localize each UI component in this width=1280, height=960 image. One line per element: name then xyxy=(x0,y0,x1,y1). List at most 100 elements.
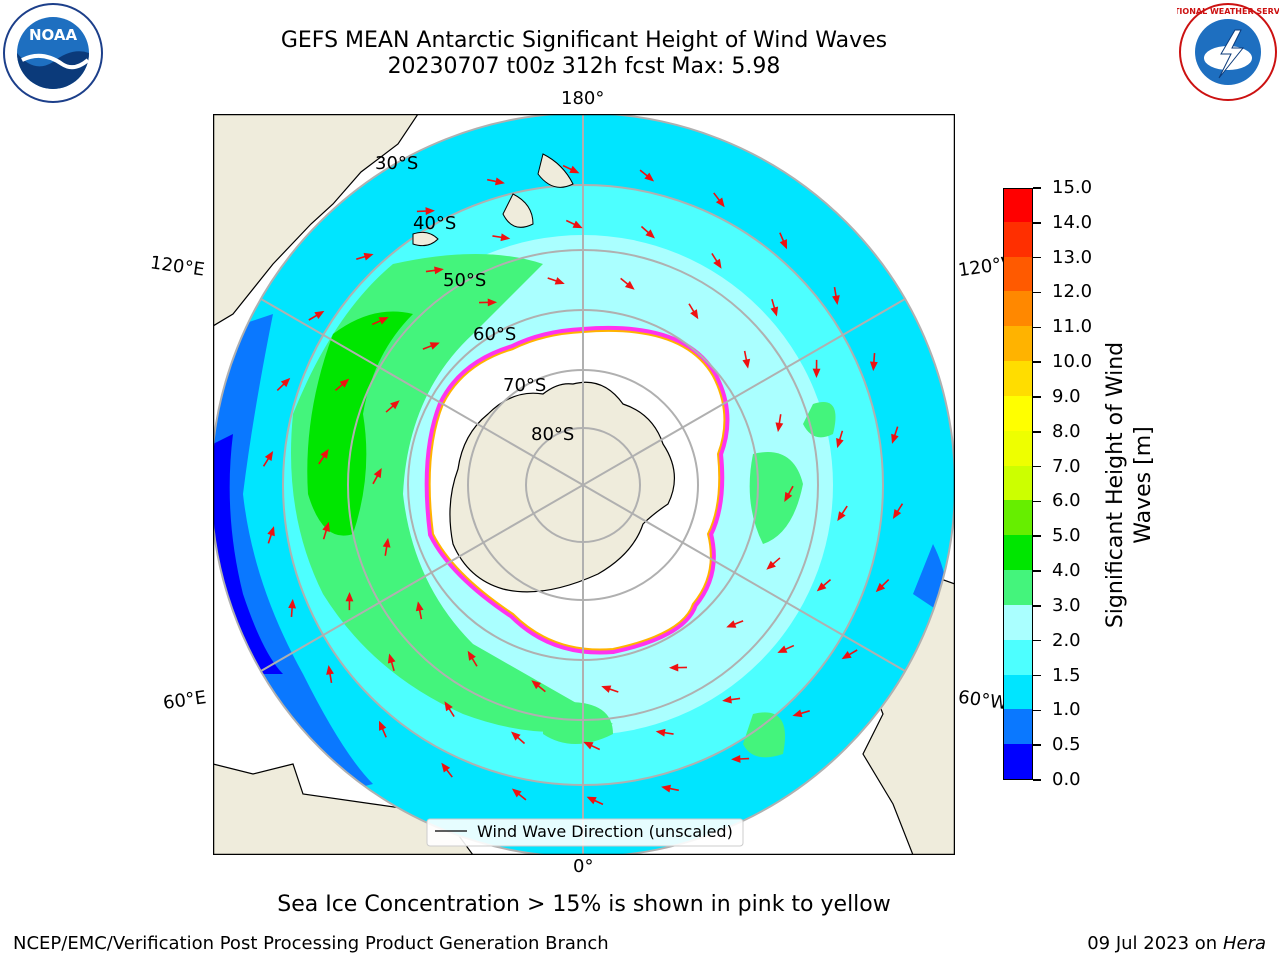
wave-arrow-head xyxy=(722,695,732,704)
colorbar-tick-mark xyxy=(1033,709,1041,712)
colorbar-segment xyxy=(1004,604,1032,640)
wave-arrow-head xyxy=(661,784,671,793)
colorbar-tick-label: 7.0 xyxy=(1052,455,1081,477)
wave-arrow-head xyxy=(322,521,330,532)
wave-arrow-head xyxy=(784,491,793,502)
wave-arrow-head xyxy=(837,511,846,522)
wave-arrow-head xyxy=(583,741,594,750)
colorbar-tick-label: 6.0 xyxy=(1052,490,1081,512)
wave-arrow-head xyxy=(444,701,453,712)
wave-arrow-head xyxy=(339,378,350,388)
chart-title: GEFS MEAN Antarctic Significant Height o… xyxy=(280,28,888,53)
colorbar-tick-label: 10.0 xyxy=(1052,351,1093,373)
wave-arrow-head xyxy=(434,266,444,275)
noaa-logo: NOAA xyxy=(2,2,104,108)
wave-arrow-head xyxy=(645,229,655,239)
colorbar-tick-mark xyxy=(1033,431,1041,433)
colorbar-tick-label: 8.0 xyxy=(1052,420,1081,442)
sea-ice-note: Sea Ice Concentration > 15% is shown in … xyxy=(277,892,891,917)
land-africa xyxy=(213,763,474,855)
wave-arrow-head xyxy=(500,233,511,242)
colorbar-tick-label: 2.0 xyxy=(1052,629,1081,651)
colorbar-title: Significant Height of Wind Waves [m] xyxy=(1103,341,1156,629)
colorbar-segment xyxy=(1004,743,1032,779)
wave-arrow-head xyxy=(586,796,597,805)
chart-subtitle: 20230707 t00z 312h fcst Max: 5.98 xyxy=(387,54,781,79)
colorbar-tick-mark xyxy=(1033,605,1041,607)
wave-arrow-head xyxy=(487,298,498,307)
colorbar-tick-mark xyxy=(1033,465,1041,468)
colorbar-segment xyxy=(1004,569,1032,605)
colorbar-tick-label: 0.0 xyxy=(1052,769,1081,790)
colorbar-tick-mark xyxy=(1033,396,1041,398)
wave-arrow-head xyxy=(378,720,387,731)
wave-arrow-head xyxy=(467,650,476,661)
wave-arrow-head xyxy=(891,433,899,444)
wave-arrow-head xyxy=(832,295,840,305)
colorbar-segment xyxy=(1004,221,1032,257)
colorbar-segment xyxy=(1004,499,1032,536)
colorbar-tick-label: 3.0 xyxy=(1052,594,1081,616)
wave-arrow-head xyxy=(572,220,583,229)
wave-arrow-head xyxy=(531,680,542,690)
wave-arrow-head xyxy=(668,663,679,672)
wave-arrow-head xyxy=(280,377,291,388)
colorbar-segment xyxy=(1004,674,1032,710)
wave-arrow-head xyxy=(511,788,522,798)
colorbar-tick-mark xyxy=(1033,674,1041,677)
wave-arrow-head xyxy=(569,165,580,174)
wave-arrow-head xyxy=(715,197,725,208)
wave-arrow-head xyxy=(415,601,424,612)
wave-arrow-head xyxy=(624,280,635,290)
land-new-zealand xyxy=(502,153,574,228)
nws-logo-text: NATIONAL WEATHER SERVICE xyxy=(1177,7,1279,16)
meridian-label-0: 0° xyxy=(573,856,594,877)
colorbar-tick-label: 4.0 xyxy=(1052,560,1081,582)
colorbar-tick-mark xyxy=(1033,535,1041,537)
colorbar-tick-mark xyxy=(1033,570,1041,572)
lat-label-80s: 80°S xyxy=(531,424,574,445)
wave-arrow-head xyxy=(766,560,776,570)
colorbar-segment xyxy=(1004,639,1032,675)
colorbar xyxy=(1003,188,1033,780)
colorbar-tick-label: 1.5 xyxy=(1052,664,1081,686)
meridian-label-180: 180° xyxy=(561,88,605,109)
nws-logo: NATIONAL WEATHER SERVICE xyxy=(1162,2,1280,106)
map-panel: 30°S 40°S 50°S 60°S 70°S 80°S Wind Wave … xyxy=(213,114,955,855)
wave-arrow-head xyxy=(869,361,878,372)
credit-text: NCEP/EMC/Verification Post Processing Pr… xyxy=(13,933,609,954)
colorbar-tick-label: 13.0 xyxy=(1052,246,1093,268)
wave-arrow-head xyxy=(267,526,275,537)
wave-arrow-head xyxy=(812,368,821,378)
meridian-label-60e: 60°E xyxy=(161,687,208,714)
meridian-label-120e: 120°E xyxy=(148,252,206,281)
wave-arrow-head xyxy=(390,400,400,410)
colorbar-segment xyxy=(1004,534,1032,571)
legend-label: Wind Wave Direction (unscaled) xyxy=(477,822,733,841)
wave-arrow-head xyxy=(770,306,779,317)
date-text: 09 Jul 2023 on Hera xyxy=(1087,933,1266,954)
wave-arrow-head xyxy=(441,762,451,773)
colorbar-tick-label: 12.0 xyxy=(1052,281,1093,303)
wave-arrow-head xyxy=(892,509,902,519)
lat-label-30s: 30°S xyxy=(375,153,418,174)
wave-arrow-head xyxy=(841,651,852,660)
colorbar-tick-mark xyxy=(1033,779,1041,781)
wave-arrow-head xyxy=(601,685,612,693)
wave-arrow-head xyxy=(875,582,886,593)
wave-arrow-head xyxy=(511,731,521,741)
wave-arrow-head xyxy=(288,598,297,609)
wave-arrow-head xyxy=(731,754,741,763)
wave-arrow-head xyxy=(792,709,803,718)
wave-arrow-head xyxy=(655,728,666,737)
land-antarctica xyxy=(449,381,676,593)
wave-arrow-head xyxy=(373,468,382,479)
wave-arrow-head xyxy=(690,309,699,320)
lat-label-60s: 60°S xyxy=(473,324,516,345)
colorbar-segment xyxy=(1004,256,1032,292)
wave-arrow-head xyxy=(320,448,329,459)
colorbar-segment xyxy=(1004,325,1032,362)
wave-arrow-head xyxy=(836,438,844,449)
wave-arrow-head xyxy=(378,317,389,325)
colorbar-tick-label: 0.5 xyxy=(1052,734,1081,756)
